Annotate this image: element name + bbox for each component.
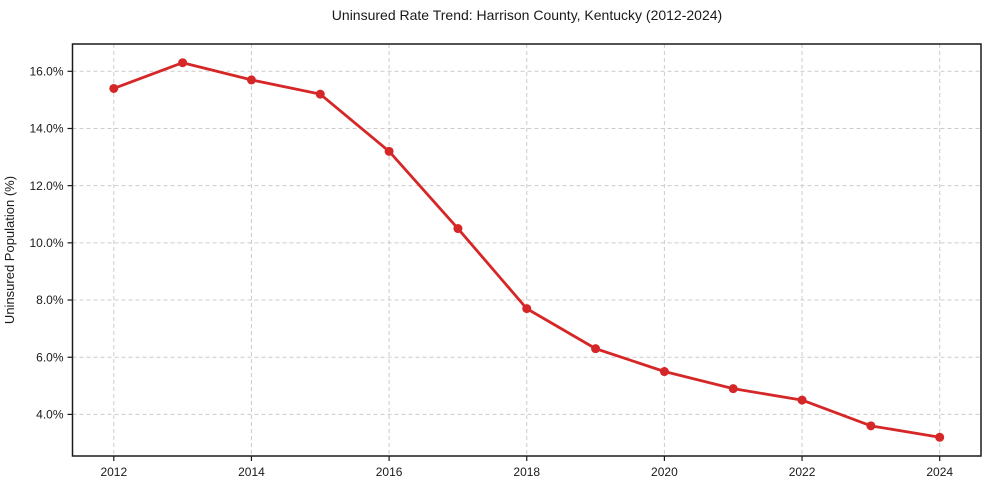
y-tick-label: 12.0%	[29, 179, 63, 193]
grid-layer	[72, 44, 981, 456]
x-tick-label: 2022	[789, 465, 816, 479]
x-tick-label: 2012	[100, 465, 127, 479]
data-point-marker	[866, 421, 876, 431]
data-point-marker	[935, 432, 945, 442]
y-tick-label: 8.0%	[36, 293, 64, 307]
x-tick-label: 2018	[513, 465, 540, 479]
y-tick-label: 4.0%	[36, 408, 64, 422]
data-point-marker	[315, 89, 325, 99]
data-point-marker	[453, 224, 463, 234]
data-point-marker	[797, 395, 807, 405]
y-tick-label: 6.0%	[36, 350, 64, 364]
y-tick-label: 10.0%	[29, 236, 63, 250]
x-tick-label: 2016	[376, 465, 403, 479]
data-point-marker	[178, 58, 188, 68]
data-point-marker	[246, 75, 256, 85]
axis-layer: 4.0% 6.0% 8.0% 10.0% 12.0% 14.0% 16.0% 2012 2014…	[29, 43, 982, 479]
data-series-layer	[109, 58, 945, 442]
data-point-marker	[728, 384, 738, 394]
x-tick-label: 2014	[238, 465, 265, 479]
data-point-marker	[591, 344, 601, 354]
chart-title: Uninsured Rate Trend: Harrison County, K…	[332, 7, 722, 23]
y-tick-label: 14.0%	[29, 122, 63, 136]
y-axis-label: Uninsured Population (%)	[2, 176, 17, 324]
data-point-marker	[384, 146, 394, 156]
x-tick-label: 2024	[926, 465, 953, 479]
y-tick-label: 16.0%	[29, 65, 63, 79]
data-point-marker	[109, 83, 119, 93]
data-point-marker	[659, 367, 669, 377]
x-tick-label: 2020	[651, 465, 678, 479]
data-point-marker	[522, 304, 532, 314]
